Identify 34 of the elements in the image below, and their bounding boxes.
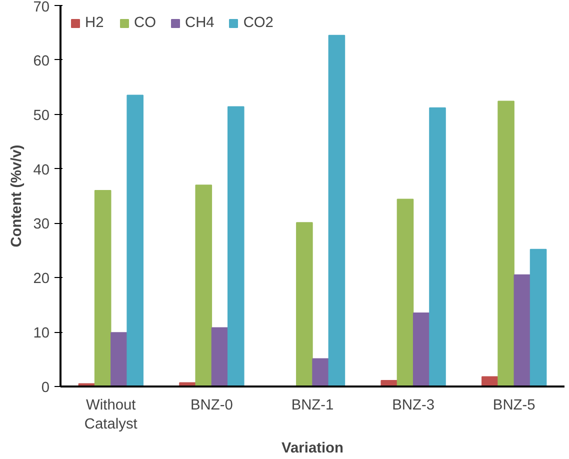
y-axis-title: Content (%v/v) [9,144,26,248]
bar [498,100,514,386]
x-axis-title: Variation [282,440,344,457]
y-tick-label: 30 [33,216,50,233]
bar [211,327,228,386]
x-tick-label: Without Catalyst [84,398,138,433]
legend-label: CO [134,15,156,31]
legend-label: CH4 [184,15,214,31]
y-tick-label: 40 [33,162,50,178]
x-tick-label: BNZ-3 [392,398,434,414]
y-tick-label: 70 [33,0,50,16]
bar [110,332,128,386]
x-tick-label: BNZ-1 [291,398,334,414]
y-tick-label: 60 [33,53,50,70]
y-tick-label: 50 [33,108,50,124]
y-tick-label: 10 [33,326,50,342]
y-tick-label: 20 [33,271,50,288]
bar [227,106,244,386]
legend-label: H2 [85,15,105,31]
bar [412,312,430,386]
bar [429,107,446,386]
bar [296,222,313,386]
bar [195,184,212,386]
y-tick-label: 0 [41,380,50,396]
bar [126,94,144,386]
bar [530,248,547,386]
bar [94,190,112,386]
bar [328,34,346,386]
bar [514,274,531,386]
x-tick-label: BNZ-0 [190,398,233,414]
bar [396,198,414,386]
legend-label: CO2 [243,15,274,31]
x-tick-label: BNZ-5 [492,398,536,414]
bar [312,358,329,386]
